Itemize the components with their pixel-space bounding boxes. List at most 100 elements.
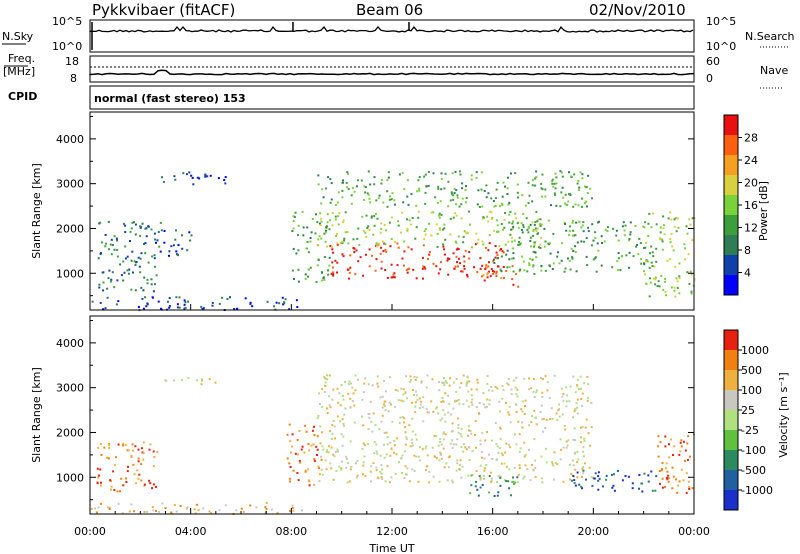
velocity-cell-806 (445, 462, 448, 465)
freq-strip-frame (89, 55, 695, 83)
power-cell-125 (160, 229, 163, 232)
velocity-cell-890 (488, 475, 491, 477)
velocity-cell-372 (549, 418, 551, 421)
power-ytick-label-0: 1000 (56, 267, 84, 280)
power-cell-761 (572, 205, 575, 208)
velocity-cell-831 (409, 375, 412, 378)
power-cell-415 (332, 274, 335, 277)
power-cell-1083 (655, 223, 658, 226)
power-cell-113 (190, 234, 193, 237)
velocity-cell-1000 (680, 468, 683, 471)
velocity-cell-55 (99, 468, 102, 471)
velocity-cell-19 (137, 460, 140, 463)
velocity-cell-276 (342, 424, 345, 427)
power-cell-654 (494, 205, 497, 207)
power-cell-305 (379, 252, 382, 255)
power-cell-953 (575, 270, 578, 273)
velocity-cell-155 (319, 442, 322, 445)
velocity-cell-482 (443, 377, 445, 380)
velocity-cell-598 (428, 411, 430, 414)
velocity-cell-673 (321, 445, 324, 448)
power-cell-115 (181, 234, 183, 237)
power-cell-841 (532, 228, 535, 231)
velocity-cell-751 (450, 479, 453, 482)
power-cell-926 (528, 264, 531, 266)
power-cell-951 (598, 220, 600, 223)
power-cell-948 (601, 242, 603, 244)
velocity-cell-767 (562, 446, 565, 449)
nave-label: Nave (760, 64, 788, 77)
power-cell-901 (623, 229, 626, 232)
velocity-cell-423 (541, 396, 544, 398)
power-cell-451 (417, 210, 420, 213)
power-cell-398 (455, 255, 458, 258)
power-cell-45 (130, 227, 133, 230)
velocity-cell-998 (665, 467, 667, 470)
power-cell-1135 (673, 289, 676, 292)
power-cell-598 (514, 212, 517, 215)
velocity-cell-759 (404, 391, 407, 394)
velocity-cell-341 (535, 416, 537, 419)
velocity-cell-764 (340, 468, 343, 471)
velocity-cell-23 (140, 463, 143, 466)
power-cell-501 (415, 226, 418, 229)
power-cell-786 (496, 181, 499, 184)
velocity-cell-931 (631, 482, 634, 485)
power-cell-1039 (482, 274, 485, 277)
power-cell-324 (459, 262, 461, 265)
velocity-cell-818 (497, 475, 500, 478)
power-cell-151 (145, 305, 148, 308)
power-cell-628 (551, 180, 554, 183)
power-cell-554 (527, 227, 530, 230)
power-cell-149 (266, 300, 269, 303)
power-cell-416 (479, 257, 482, 260)
power-cell-310 (396, 242, 399, 245)
power-cell-803 (450, 191, 453, 194)
velocity-cell-710 (523, 455, 526, 458)
power-cell-849 (506, 266, 509, 269)
velocity-cell-734 (349, 397, 352, 400)
velocity-cell-305 (499, 426, 502, 429)
velocity-cell-661 (381, 468, 384, 471)
velocity-cell-217 (551, 462, 554, 465)
power-cell-67 (129, 230, 132, 233)
power-cell-155 (226, 298, 229, 300)
power-cell-785 (341, 181, 344, 184)
power-cell-1069 (674, 295, 677, 298)
velocity-cell-800 (403, 421, 406, 424)
power-cell-585 (443, 227, 446, 230)
power-cell-521 (539, 218, 542, 221)
power-cell-940 (533, 251, 536, 254)
velocity-cell-632 (507, 378, 510, 380)
velocity-cell-453 (528, 388, 530, 391)
velocity-cell-521 (342, 422, 345, 425)
power-cell-923 (603, 240, 606, 243)
velocity-cell-749 (523, 441, 526, 444)
velocity-colorbar-label: Velocity [m s⁻¹] (777, 372, 790, 457)
velocity-cell-468 (405, 473, 408, 476)
velocity-cell-116 (179, 505, 182, 507)
power-cell-635 (586, 192, 589, 194)
power-cell-1110 (684, 258, 686, 261)
power-cell-488 (324, 240, 327, 243)
power-cell-609 (453, 192, 456, 194)
velocity-cell-291 (470, 401, 473, 404)
xtick-label-4: 16:00 (477, 525, 509, 538)
velocity-cell-495 (467, 425, 470, 428)
velocity-cell-779 (544, 375, 547, 378)
power-cell-26 (130, 259, 133, 262)
power-cell-450 (367, 225, 370, 228)
velocity-cell-99 (292, 509, 295, 512)
power-cell-103 (139, 225, 142, 228)
velocity-cell-58 (130, 454, 133, 457)
power-cell-1080 (678, 262, 681, 265)
power-cell-672 (455, 203, 458, 206)
velocity-cell-340 (510, 388, 513, 391)
velocity-cell-489 (452, 407, 455, 410)
velocity-cell-782 (573, 451, 576, 454)
power-cell-233 (292, 247, 295, 250)
power-cell-428 (423, 230, 426, 233)
velocity-cell-740 (542, 417, 545, 420)
velocity-cell-27 (96, 482, 99, 485)
